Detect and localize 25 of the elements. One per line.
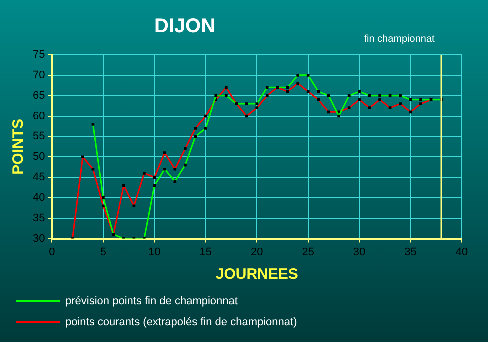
x-tick-label: 5 (100, 246, 107, 258)
x-tick-label: 30 (353, 246, 366, 258)
x-tick-label: 40 (456, 246, 468, 258)
y-tick-label: 55 (32, 130, 46, 143)
x-tick-label: 10 (148, 246, 161, 258)
x-tick-label: 0 (49, 246, 56, 258)
x-tick-label: 25 (302, 246, 314, 258)
x-axis-title: JOURNEES (216, 266, 298, 284)
y-tick-label: 65 (32, 90, 46, 102)
x-tick-label: 15 (200, 246, 212, 258)
y-tick-label: 30 (32, 232, 46, 245)
y-tick-label: 35 (32, 212, 46, 224)
y-tick-label: 45 (32, 172, 46, 184)
chart-title: DIJON (154, 16, 216, 38)
legend-label: points courants (extrapolés fin de championnat) (66, 316, 298, 329)
y-tick-label: 75 (32, 49, 46, 62)
y-axis-title: POINTS (10, 118, 28, 175)
x-tick-label: 35 (404, 246, 417, 258)
x-tick-label: 20 (250, 246, 264, 258)
legend-label: prévision points fin de championnat (66, 296, 238, 308)
y-tick-label: 40 (32, 192, 46, 204)
ref-line-label: fin championnat (364, 34, 436, 45)
y-tick-label: 60 (32, 110, 46, 122)
y-tick-label: 70 (32, 69, 46, 82)
y-tick-label: 50 (32, 151, 46, 164)
